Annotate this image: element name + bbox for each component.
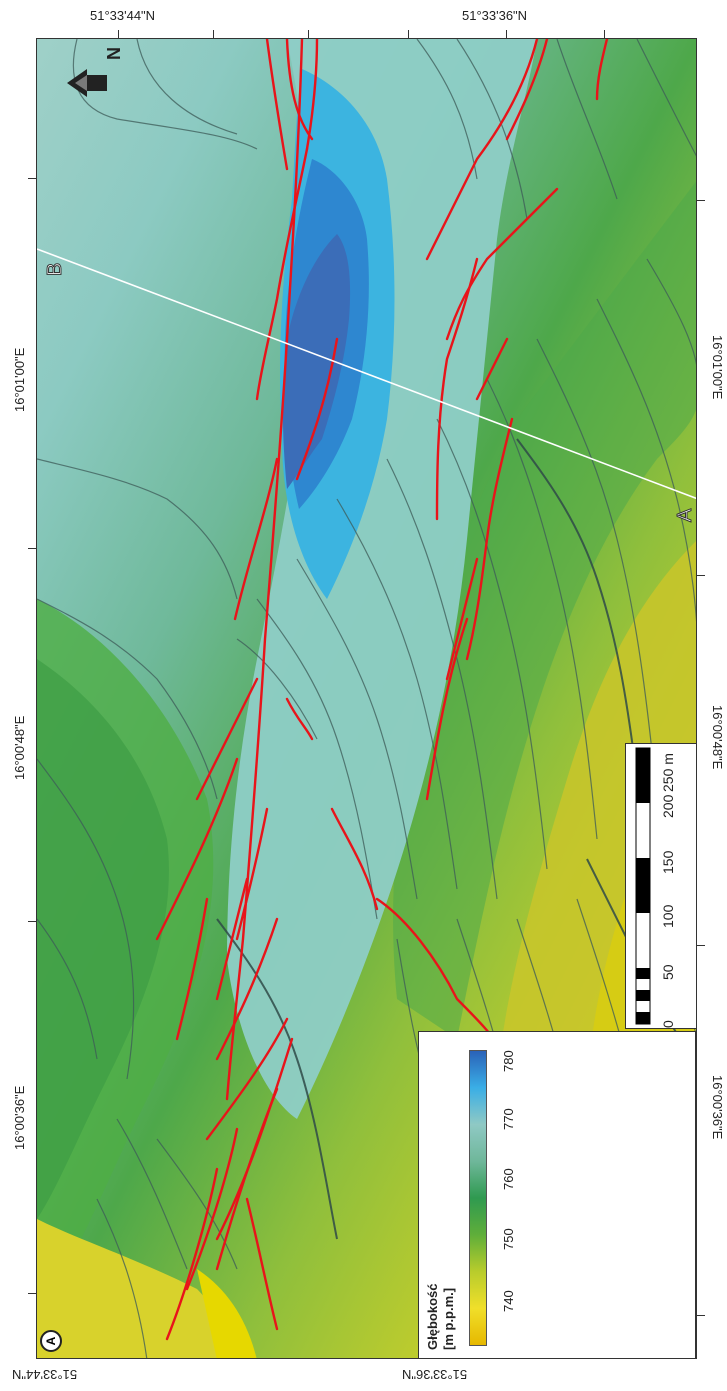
scale-segment (636, 968, 650, 979)
scale-segment (636, 748, 650, 803)
contour-lines (37, 39, 696, 1358)
lat-label-bottom-1: 51°33'44"N (12, 1367, 78, 1382)
profile-end-label: B (44, 262, 67, 276)
depth-legend: Głębokość [m p.p.m.] 740 750 760 770 780 (418, 1031, 696, 1359)
north-label: N (104, 47, 124, 60)
frame-tick (408, 30, 409, 38)
scale-segment (636, 858, 650, 913)
legend-title: Głębokość (425, 1283, 440, 1350)
scale-tick-50: 50 (660, 964, 676, 980)
frame-tick (506, 30, 507, 38)
yellow-zone-left (37, 1219, 237, 1358)
scale-segment (636, 1012, 650, 1024)
yellow-zone-core (197, 1269, 257, 1358)
frame-tick (28, 548, 36, 549)
scale-segment (636, 990, 650, 1001)
legend-tick-740: 740 (501, 1290, 516, 1312)
frame-tick (118, 30, 119, 38)
frame-tick (28, 178, 36, 179)
lon-label-left-1: 16°01'00"E (12, 347, 27, 412)
scale-tick-150: 150 (660, 850, 676, 874)
panel-label: A (40, 1330, 62, 1352)
scale-tick-100: 100 (660, 904, 676, 928)
frame-tick (308, 30, 309, 38)
fault-lines (155, 39, 609, 1341)
scale-bar-graphic (635, 747, 651, 1025)
legend-tick-760: 760 (501, 1168, 516, 1190)
green-zone-right (393, 181, 696, 1039)
profile-start-label: A (674, 508, 697, 522)
profile-line (37, 248, 696, 500)
north-arrow-icon (67, 69, 107, 97)
legend-unit: [m p.p.m.] (441, 1287, 456, 1350)
trough-deepest (282, 234, 351, 489)
legend-tick-780: 780 (501, 1050, 516, 1072)
legend-tick-770: 770 (501, 1108, 516, 1130)
lat-label-top-2: 51°33'36"N (462, 8, 528, 23)
scale-tick-200: 200 (660, 794, 676, 818)
frame-tick (28, 1293, 36, 1294)
frame-tick (697, 575, 705, 576)
frame-tick (697, 1315, 705, 1316)
lon-label-right-2: 16°00'48"E (710, 705, 725, 770)
frame-tick (697, 945, 705, 946)
lon-label-right-3: 16°00'36"E (710, 1075, 725, 1140)
lon-label-left-3: 16°00'36"E (12, 1085, 27, 1150)
legend-tick-750: 750 (501, 1228, 516, 1250)
lat-label-bottom-2: 51°33'36"N (402, 1367, 468, 1382)
lat-label-top-1: 51°33'44"N (90, 8, 156, 23)
scale-bar: 0 50 100 150 200 250 m (625, 743, 697, 1029)
green-zone-left-deep (37, 659, 169, 1219)
frame-tick (28, 921, 36, 922)
scale-tick-0: 0 (660, 1020, 676, 1028)
legend-color-ramp (469, 1050, 487, 1346)
frame-tick (604, 30, 605, 38)
frame-tick (697, 200, 705, 201)
lon-label-left-2: 16°00'48"E (12, 715, 27, 780)
frame-tick (213, 30, 214, 38)
lon-label-right-1: 16°01'00"E (710, 335, 725, 400)
scale-tick-250: 250 m (660, 753, 676, 792)
